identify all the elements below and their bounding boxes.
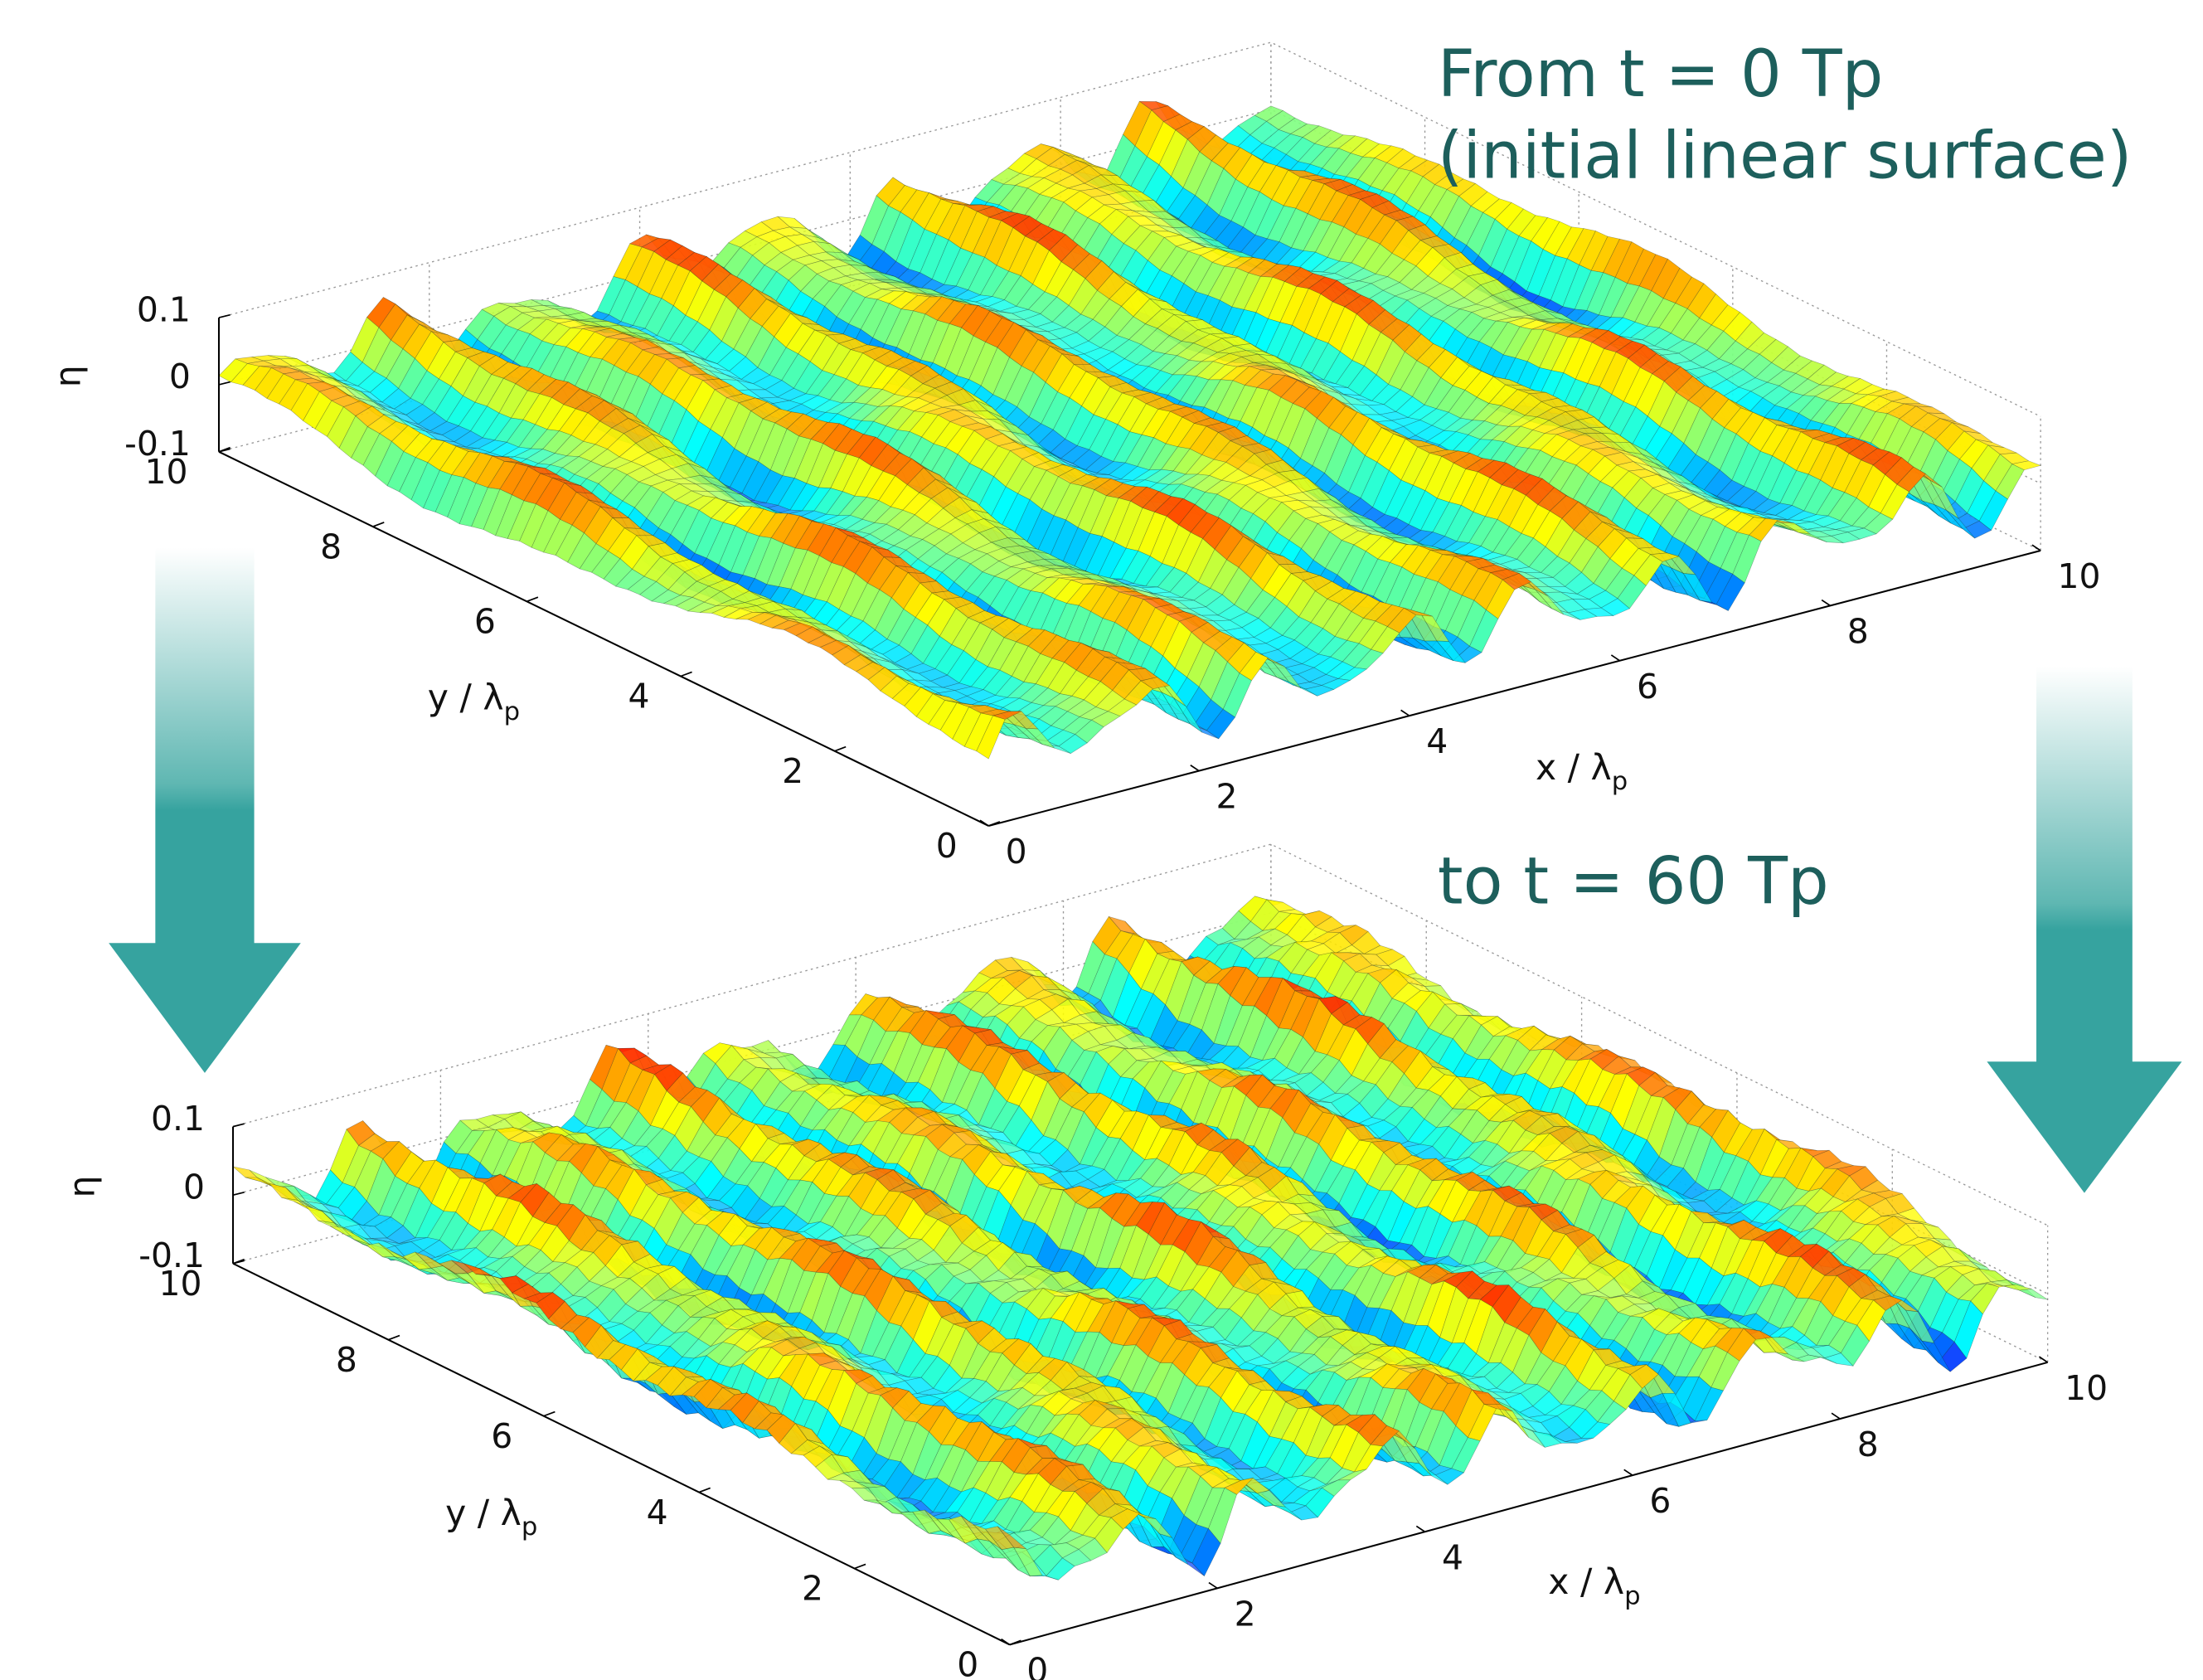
- tick-mark: [2032, 545, 2040, 551]
- y-tick-label: 6: [474, 602, 496, 642]
- tick-mark: [373, 522, 385, 527]
- x-tick-label: 2: [1216, 777, 1237, 817]
- y-tick-label: 4: [628, 677, 649, 716]
- tick-mark: [1401, 710, 1410, 716]
- z-tick-label: -0.1: [124, 424, 191, 464]
- z-axis-label: η: [48, 365, 90, 387]
- x-axis-label: x / λp: [1536, 746, 1628, 795]
- figure: 02468100246810-0.100.1x / λpy / λpη02468…: [0, 0, 2203, 1680]
- tick-mark: [1191, 765, 1199, 771]
- y-tick-label: 8: [320, 527, 342, 566]
- tick-mark: [1611, 655, 1619, 661]
- y-axis-label: y / λp: [428, 677, 520, 726]
- tick-mark: [835, 747, 847, 751]
- z-tick-label: 0: [169, 357, 191, 396]
- z-tick-label: 0.1: [137, 289, 191, 329]
- surface-plot: 02468100246810-0.100.1x / λpy / λpη: [62, 844, 2108, 1680]
- y-tick-label: 0: [936, 826, 958, 866]
- x-axis-label-main: x / λ: [1536, 746, 1612, 788]
- y-axis-label-main: y / λ: [428, 677, 504, 718]
- tick-mark: [1822, 600, 1830, 606]
- x-tick-label: 0: [1006, 832, 1027, 872]
- tick-mark: [219, 315, 230, 318]
- tick-mark: [681, 672, 692, 676]
- surface: [219, 101, 2040, 759]
- surface: [233, 896, 2048, 1580]
- y-axis-label-subscript: p: [504, 697, 520, 726]
- y-tick-label: 2: [782, 751, 803, 791]
- x-tick-label: 8: [1847, 611, 1869, 651]
- x-tick-label: 4: [1426, 721, 1448, 761]
- x-axis-label-subscript: p: [1612, 767, 1628, 796]
- x-tick-label: 10: [2058, 556, 2101, 596]
- x-tick-label: 6: [1637, 667, 1658, 706]
- tick-mark: [526, 597, 538, 601]
- tick-mark: [219, 382, 230, 385]
- page: {"annotations": {"top": ["From t = 0 Tp"…: [0, 0, 2203, 1680]
